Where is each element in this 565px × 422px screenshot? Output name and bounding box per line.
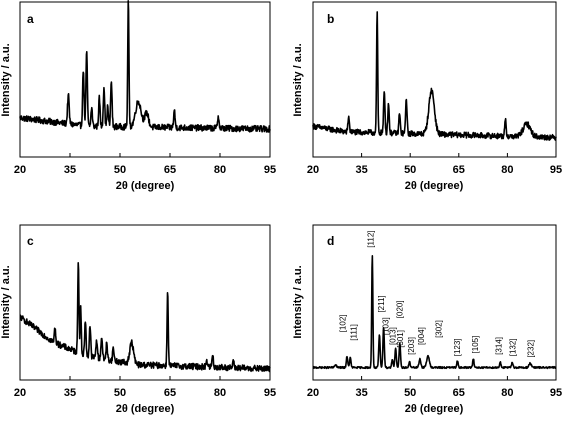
panel-d-x-tick-label: 80 — [501, 387, 513, 399]
panel-b-x-axis-title: 2θ (degree) — [405, 180, 464, 192]
panel-a-x-tick-label: 35 — [64, 164, 76, 176]
peak-annotation: [132] — [509, 338, 518, 356]
panel-b-y-axis-title: Intensity / a.u. — [292, 43, 304, 116]
peak-annotation: [301] — [396, 330, 405, 348]
panel-b-x-tick-label: 20 — [307, 164, 319, 176]
panel-b-frame — [312, 1, 557, 158]
peak-annotation: [302] — [434, 320, 443, 338]
panel-c-x-tick-label: 20 — [14, 387, 26, 399]
panel-a: a 20 35 50 65 80 95 2θ (degree) Intensity / a… — [0, 0, 276, 192]
panel-d-y-axis-title: Intensity / a.u. — [292, 265, 304, 338]
panel-d-x-tick-label: 35 — [355, 387, 367, 399]
panel-b-x-tick-label: 50 — [404, 164, 416, 176]
panel-d-peak-annotations: [102][111] [112] [211] [103] [020] [013][301]… — [338, 230, 535, 357]
panel-a-x-axis-title: 2θ (degree) — [116, 180, 175, 192]
panel-a-frame — [19, 1, 271, 158]
panel-a-x-tick-label: 50 — [114, 164, 126, 176]
panel-c-x-tick-label: 35 — [64, 387, 76, 399]
peak-annotation: [123] — [453, 338, 462, 356]
panel-d-frame — [312, 224, 557, 381]
peak-annotation: [004] — [417, 327, 426, 345]
panel-b-x-ticks: 20 35 50 65 80 95 — [307, 153, 562, 176]
peak-annotation: [112] — [366, 230, 375, 247]
panel-c-letter: c — [27, 234, 34, 248]
panel-b: b 20 35 50 65 80 95 2θ (degree) Intensity / a… — [292, 1, 562, 192]
panel-c-x-tick-label: 65 — [164, 387, 176, 399]
panel-a-x-tick-label: 95 — [264, 164, 276, 176]
panel-a-x-tick-label: 65 — [164, 164, 176, 176]
panel-b-x-tick-label: 65 — [453, 164, 465, 176]
panel-c-x-axis-title: 2θ (degree) — [116, 403, 175, 415]
panel-d-x-axis-title: 2θ (degree) — [405, 403, 464, 415]
panel-b-x-tick-label: 80 — [501, 164, 513, 176]
peak-annotation: [105] — [471, 336, 480, 354]
panel-c-x-ticks: 20 35 50 65 80 95 — [14, 376, 276, 399]
peak-annotation: [013] — [389, 327, 398, 345]
panel-d: d 20 35 50 65 80 95 [102][111] [112] [211] [103]… — [292, 224, 562, 415]
peak-annotation: [203] — [407, 337, 416, 355]
panel-c-x-tick-label: 95 — [264, 387, 276, 399]
panel-c-frame — [19, 224, 271, 381]
panel-d-x-tick-label: 95 — [550, 387, 562, 399]
panel-c-x-tick-label: 80 — [214, 387, 226, 399]
panel-b-x-tick-label: 35 — [355, 164, 367, 176]
peak-annotation: [103] — [381, 317, 390, 335]
panel-d-x-tick-label: 20 — [307, 387, 319, 399]
panel-b-xrd-trace — [312, 11, 557, 141]
panel-c-x-tick-label: 50 — [114, 387, 126, 399]
panel-d-letter: d — [327, 234, 334, 248]
panel-b-letter: b — [327, 12, 334, 26]
panel-a-x-ticks: 20 35 50 65 80 95 — [14, 153, 276, 176]
panel-d-x-tick-label: 65 — [453, 387, 465, 399]
panel-d-x-ticks: 20 35 50 65 80 95 — [307, 376, 562, 399]
panel-a-xrd-trace — [19, 0, 271, 133]
peak-annotation: [111] — [350, 324, 359, 341]
panel-a-x-tick-label: 80 — [214, 164, 226, 176]
panel-b-x-tick-label: 95 — [550, 164, 562, 176]
peak-annotation: [102] — [338, 314, 347, 332]
peak-annotation: [211] — [377, 295, 386, 312]
panel-c-y-axis-title: Intensity / a.u. — [0, 265, 12, 338]
peak-annotation: [020] — [395, 300, 404, 318]
panel-d-xrd-trace — [312, 255, 557, 370]
panel-c: c 20 35 50 65 80 95 2θ (degree) Intensity / a… — [0, 224, 276, 415]
peak-annotation: [314] — [495, 337, 504, 355]
panel-d-x-tick-label: 50 — [404, 387, 416, 399]
panel-c-xrd-trace — [19, 262, 271, 373]
panel-a-x-tick-label: 20 — [14, 164, 26, 176]
panel-a-y-axis-title: Intensity / a.u. — [0, 43, 12, 116]
peak-annotation: [232] — [526, 340, 535, 358]
panel-a-letter: a — [27, 12, 34, 26]
